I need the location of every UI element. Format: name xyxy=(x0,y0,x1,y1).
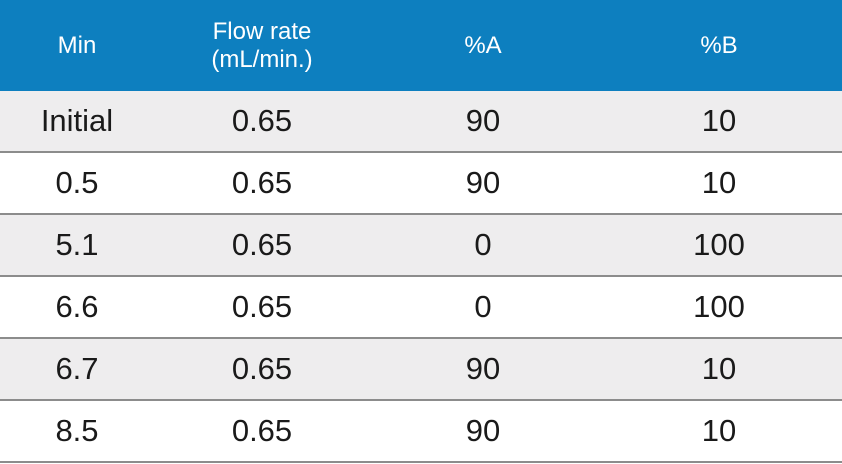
header-flow-rate-line1: Flow rate xyxy=(212,17,312,45)
cell-percent-a: 90 xyxy=(465,165,501,200)
cell-percent-a: 90 xyxy=(465,413,501,448)
cell-percent-b: 10 xyxy=(701,351,737,386)
header-min-label: Min xyxy=(57,31,97,59)
cell-percent-b: 10 xyxy=(701,413,737,448)
cell-percent-a: 0 xyxy=(474,227,492,262)
cell-min: 6.7 xyxy=(55,351,99,386)
cell-flow-rate: 0.65 xyxy=(231,413,293,448)
cell-min: 0.5 xyxy=(55,165,99,200)
header-percent-b: %B xyxy=(596,0,842,91)
cell-flow-rate: 0.65 xyxy=(231,289,293,324)
header-percent-a-label: %A xyxy=(464,31,502,59)
table-row: 6.7 0.65 90 10 xyxy=(0,339,842,401)
header-percent-a: %A xyxy=(370,0,596,91)
table-row: 8.5 0.65 90 10 xyxy=(0,401,842,463)
cell-min: 8.5 xyxy=(55,413,99,448)
table-header: Min Flow rate (mL/min.) %A %B xyxy=(0,0,842,91)
table-row: Initial 0.65 90 10 xyxy=(0,91,842,153)
cell-percent-b: 100 xyxy=(693,227,745,262)
header-flow-rate: Flow rate (mL/min.) xyxy=(154,0,370,91)
header-percent-b-label: %B xyxy=(700,31,738,59)
table-row: 6.6 0.65 0 100 xyxy=(0,277,842,339)
cell-percent-a: 0 xyxy=(474,289,492,324)
cell-flow-rate: 0.65 xyxy=(231,165,293,200)
cell-percent-b: 10 xyxy=(701,165,737,200)
cell-flow-rate: 0.65 xyxy=(231,351,293,386)
cell-min: Initial xyxy=(40,103,114,138)
cell-flow-rate: 0.65 xyxy=(231,227,293,262)
cell-percent-a: 90 xyxy=(465,103,501,138)
cell-min: 6.6 xyxy=(55,289,99,324)
table-body: Initial 0.65 90 10 0.5 0.65 90 10 5.1 0.… xyxy=(0,91,842,463)
table-row: 0.5 0.65 90 10 xyxy=(0,153,842,215)
table-row: 5.1 0.65 0 100 xyxy=(0,215,842,277)
cell-percent-b: 100 xyxy=(693,289,745,324)
header-min: Min xyxy=(0,0,154,91)
cell-min: 5.1 xyxy=(55,227,99,262)
cell-percent-b: 10 xyxy=(701,103,737,138)
header-flow-rate-line2: (mL/min.) xyxy=(211,45,313,73)
cell-percent-a: 90 xyxy=(465,351,501,386)
cell-flow-rate: 0.65 xyxy=(231,103,293,138)
